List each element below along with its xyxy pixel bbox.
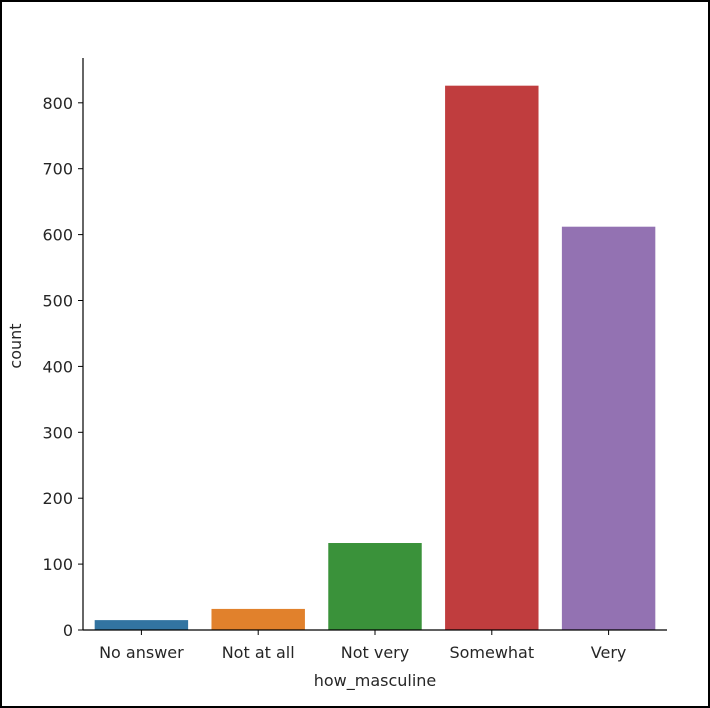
- x-tick-label: Somewhat: [449, 643, 534, 662]
- x-ticks-group: No answer Not at all Not very Somewhat Very: [99, 630, 626, 662]
- bar-very: [561, 226, 656, 631]
- bar-not-very: [328, 543, 422, 630]
- x-tick-label: Not at all: [222, 643, 295, 662]
- bar-not-at-all: [211, 608, 305, 630]
- bars-group: [94, 85, 656, 631]
- y-tick-label: 500: [42, 292, 73, 311]
- y-tick-label: 0: [63, 621, 73, 640]
- bar-somewhat: [445, 85, 539, 630]
- y-tick-label: 800: [42, 94, 73, 113]
- y-tick-label: 600: [42, 226, 73, 245]
- y-tick-label: 300: [42, 423, 73, 442]
- y-tick-label: 100: [42, 555, 73, 574]
- x-axis-label: how_masculine: [314, 671, 437, 691]
- x-tick-label: No answer: [99, 643, 184, 662]
- y-tick-label: 400: [42, 357, 73, 376]
- x-tick-label: Very: [591, 643, 627, 662]
- y-ticks-group: 0 100 200 300 400 500 600 700 800: [42, 94, 83, 640]
- x-tick-label: Not very: [341, 643, 409, 662]
- bar-no-answer: [94, 620, 189, 630]
- y-tick-label: 200: [42, 489, 73, 508]
- y-tick-label: 700: [42, 160, 73, 179]
- y-axis-label: count: [6, 323, 25, 368]
